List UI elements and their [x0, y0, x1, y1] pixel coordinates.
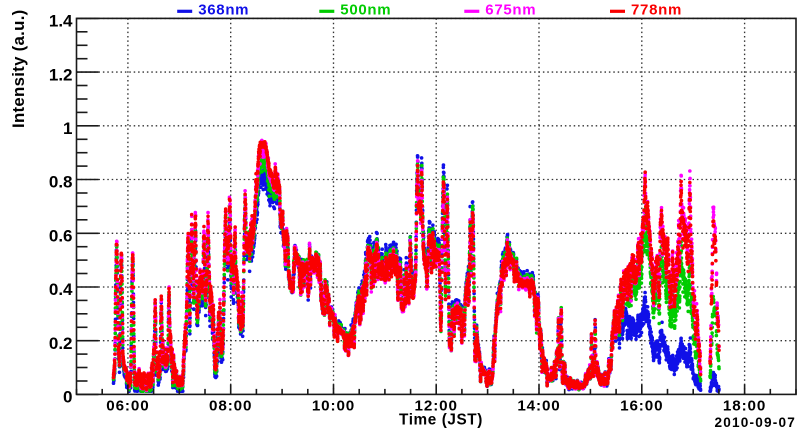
svg-text:0.2: 0.2	[49, 334, 73, 353]
svg-text:1.2: 1.2	[49, 65, 73, 84]
svg-text:Intensity (a.u.): Intensity (a.u.)	[9, 9, 28, 128]
svg-text:500nm: 500nm	[340, 2, 391, 19]
svg-text:675nm: 675nm	[485, 2, 536, 19]
svg-text:16:00: 16:00	[620, 398, 663, 415]
svg-text:18:00: 18:00	[723, 398, 766, 415]
svg-text:1.4: 1.4	[49, 12, 73, 31]
svg-text:778nm: 778nm	[631, 2, 682, 19]
svg-text:1: 1	[63, 119, 72, 138]
svg-text:0.4: 0.4	[49, 280, 73, 299]
svg-text:12:00: 12:00	[415, 398, 458, 415]
svg-text:08:00: 08:00	[209, 398, 252, 415]
svg-text:368nm: 368nm	[198, 2, 249, 19]
svg-text:0.8: 0.8	[49, 173, 73, 192]
svg-text:06:00: 06:00	[106, 398, 149, 415]
svg-text:2010-09-07: 2010-09-07	[714, 415, 796, 430]
svg-text:14:00: 14:00	[517, 398, 560, 415]
svg-text:0: 0	[63, 388, 72, 407]
svg-text:10:00: 10:00	[312, 398, 355, 415]
svg-text:Time (JST): Time (JST)	[399, 411, 483, 428]
svg-text:0.6: 0.6	[49, 227, 73, 246]
